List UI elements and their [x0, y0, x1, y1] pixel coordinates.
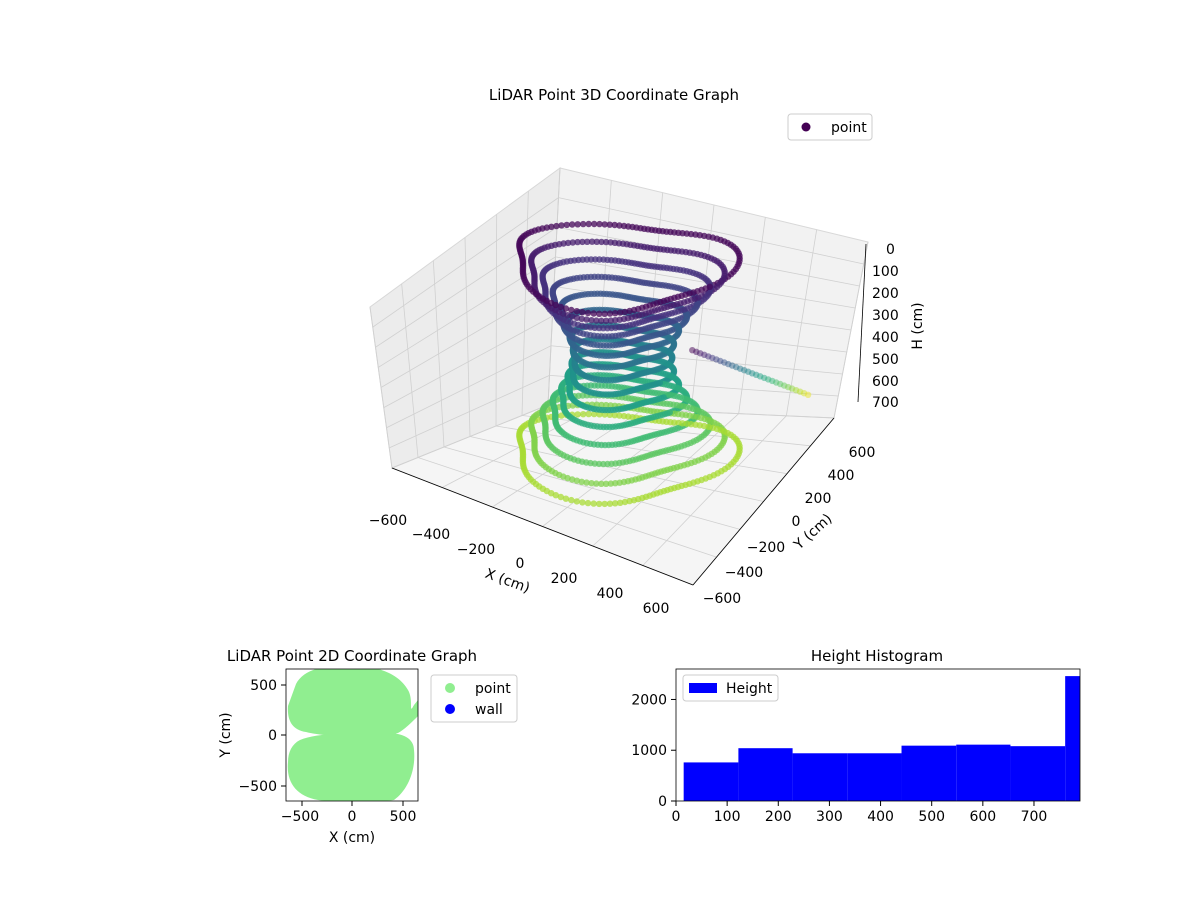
legend-marker — [801, 122, 811, 132]
x-axis-2d: −500 0 500 X (cm) — [281, 801, 417, 846]
legend-3d: point — [787, 113, 873, 141]
chart-2d-title: LiDAR Point 2D Coordinate Graph — [227, 647, 477, 665]
x-tick-label: −600 — [369, 513, 407, 529]
z-tick-label: 200 — [872, 286, 899, 302]
legend-label: Height — [726, 681, 773, 697]
legend-marker — [445, 683, 455, 693]
x-tick-label: −200 — [457, 542, 495, 558]
x-axis-histogram: 0 100 200 300 400 500 600 700 — [672, 801, 1048, 825]
z-tick-label: 0 — [886, 242, 895, 258]
x-tick-label: 600 — [643, 601, 670, 617]
x-axis-3d: −600 −400 −200 0 200 400 600 — [369, 467, 694, 617]
legend-label: wall — [475, 702, 503, 718]
x-tick-label: 0 — [516, 556, 525, 572]
y-axis-2d: 500 0 −500 Y (cm) — [218, 678, 286, 795]
histogram-bar — [847, 753, 902, 801]
x-tick-label: 700 — [1021, 809, 1048, 825]
legend-histogram: Height — [682, 674, 779, 702]
x-tick-label: 0 — [348, 809, 357, 825]
z-axis-label-3d: H (cm) — [910, 302, 926, 349]
x-tick-label: −400 — [412, 527, 450, 543]
x-tick-label: 400 — [597, 586, 624, 602]
z-axis-3d: 0 100 200 300 400 500 600 700 — [857, 242, 899, 411]
histogram-bar — [1065, 676, 1080, 801]
y-tick-label: 0 — [658, 794, 667, 810]
y-tick-label: 0 — [792, 514, 801, 530]
chart-histogram: Height Histogram 0 100 200 300 400 500 600 700 … — [631, 647, 1081, 825]
z-tick-label: 300 — [872, 308, 899, 324]
y-tick-label: 500 — [250, 678, 277, 694]
x-axis-label-3d: X (cm) — [483, 566, 532, 597]
x-tick-label: 500 — [390, 809, 417, 825]
histogram-bars — [683, 676, 1080, 801]
legend-2d: point wall — [430, 674, 518, 723]
y-tick-label: 0 — [268, 728, 277, 744]
y-axis-label-2d: Y (cm) — [218, 712, 234, 758]
plot-frame-histogram — [675, 668, 1081, 802]
y-tick-label: 600 — [849, 445, 876, 461]
y-tick-label: 200 — [805, 491, 832, 507]
y-tick-label: −400 — [725, 565, 763, 581]
point-cloud-2d — [287, 669, 418, 801]
chart-2d: LiDAR Point 2D Coordinate Graph −500 0 5… — [218, 647, 518, 846]
x-tick-label: 300 — [816, 809, 843, 825]
x-tick-label: 100 — [714, 809, 741, 825]
histogram-bar — [901, 745, 957, 801]
legend-label: point — [831, 120, 867, 136]
z-tick-label: 700 — [872, 395, 899, 411]
y-tick-label: −500 — [239, 779, 277, 795]
z-tick-label: 600 — [872, 374, 899, 390]
x-tick-label: −500 — [281, 809, 319, 825]
y-tick-label: −200 — [747, 540, 785, 556]
point-cloud-3d — [516, 220, 812, 508]
x-tick-label: 600 — [969, 809, 996, 825]
histogram-bar — [956, 744, 1011, 801]
chart-3d: LiDAR Point 3D Coordinate Graph −600 −40… — [369, 86, 926, 617]
z-tick-label: 400 — [872, 330, 899, 346]
y-tick-label: −600 — [703, 591, 741, 607]
x-axis-label-2d: X (cm) — [329, 830, 375, 846]
chart-3d-title: LiDAR Point 3D Coordinate Graph — [489, 86, 739, 104]
histogram-bar — [792, 753, 848, 801]
y-axis-3d: −600 −400 −200 0 200 400 600 — [692, 417, 876, 607]
y-tick-label: 1000 — [631, 743, 667, 759]
y-tick-label: 2000 — [631, 692, 667, 708]
histogram-bar — [683, 762, 739, 801]
x-tick-label: 500 — [918, 809, 945, 825]
legend-marker — [689, 683, 717, 693]
z-tick-label: 100 — [872, 264, 899, 280]
x-tick-label: 400 — [867, 809, 894, 825]
x-tick-label: 200 — [765, 809, 792, 825]
y-axis-histogram: 0 1000 2000 — [631, 692, 676, 810]
histogram-title: Height Histogram — [811, 647, 943, 665]
histogram-bar — [738, 748, 793, 801]
y-tick-label: 400 — [828, 468, 855, 484]
legend-label: point — [475, 681, 511, 697]
legend-marker — [445, 704, 455, 714]
x-tick-label: 200 — [551, 571, 578, 587]
x-tick-label: 0 — [672, 809, 681, 825]
z-tick-label: 500 — [872, 352, 899, 368]
histogram-bar — [1010, 746, 1066, 801]
